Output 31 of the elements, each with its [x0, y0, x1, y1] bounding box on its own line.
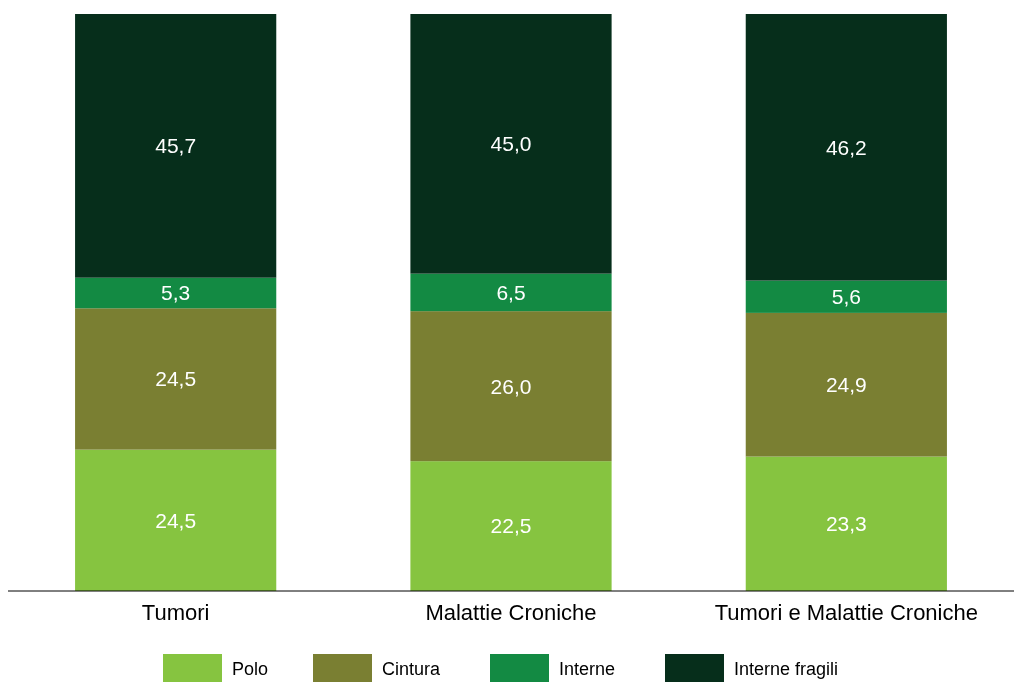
data-label: 24,5 [155, 367, 197, 391]
bar [410, 273, 612, 312]
data-label: 5,3 [161, 281, 191, 305]
data-label: 46,2 [825, 135, 867, 159]
data-label: 26,0 [490, 374, 532, 398]
bar [410, 14, 612, 274]
bar [75, 277, 277, 309]
x-tick-label: Tumori e Malattie Croniche [714, 600, 978, 625]
legend-label: Cintura [382, 659, 442, 679]
x-tick-label: Tumori [141, 600, 210, 625]
legend-label: Interne [559, 659, 616, 679]
bar [745, 312, 947, 457]
data-label: 24,5 [155, 508, 197, 532]
bar [745, 14, 947, 281]
bar [745, 456, 947, 591]
legend-label: Polo [232, 659, 269, 679]
data-label: 23,3 [825, 512, 867, 536]
legend-label: Interne fragili [734, 659, 839, 679]
data-label: 5,6 [831, 285, 861, 309]
data-label: 22,5 [490, 514, 532, 538]
bar [75, 14, 277, 278]
bar [410, 461, 612, 591]
data-label: 24,9 [825, 373, 867, 397]
bar [75, 308, 277, 450]
data-label: 6,5 [496, 280, 526, 304]
data-label: 45,0 [490, 132, 532, 156]
bar [745, 280, 947, 313]
bar [410, 311, 612, 462]
x-tick-label: Malattie Croniche [425, 600, 597, 625]
bar [75, 449, 277, 591]
data-label: 45,7 [155, 134, 197, 158]
